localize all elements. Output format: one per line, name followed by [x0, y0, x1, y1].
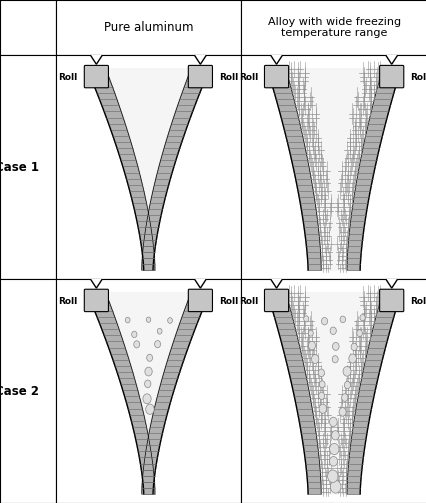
Circle shape	[342, 367, 350, 376]
Polygon shape	[141, 293, 209, 494]
Polygon shape	[267, 69, 320, 270]
Text: Roll: Roll	[238, 73, 257, 82]
Polygon shape	[105, 293, 191, 494]
Text: Roll: Roll	[238, 297, 257, 306]
Circle shape	[318, 392, 324, 399]
Circle shape	[332, 343, 338, 351]
Circle shape	[343, 381, 350, 389]
Polygon shape	[285, 69, 382, 270]
Polygon shape	[267, 293, 320, 494]
Polygon shape	[87, 293, 155, 494]
Circle shape	[143, 394, 151, 404]
Circle shape	[318, 404, 326, 413]
Text: Roll: Roll	[219, 297, 238, 306]
Circle shape	[331, 431, 338, 440]
FancyBboxPatch shape	[188, 65, 212, 88]
Text: Roll: Roll	[58, 297, 78, 306]
Circle shape	[338, 407, 345, 416]
Circle shape	[144, 380, 150, 388]
Text: Roll: Roll	[409, 73, 426, 82]
Text: Pure aluminum: Pure aluminum	[104, 21, 193, 34]
Circle shape	[167, 317, 172, 323]
FancyBboxPatch shape	[379, 289, 403, 312]
Polygon shape	[285, 293, 382, 494]
Circle shape	[308, 341, 315, 350]
Circle shape	[339, 316, 345, 323]
Circle shape	[350, 343, 357, 351]
Polygon shape	[380, 40, 401, 64]
Polygon shape	[86, 40, 106, 64]
Circle shape	[157, 328, 161, 334]
Polygon shape	[190, 264, 210, 288]
Circle shape	[303, 316, 308, 322]
Circle shape	[329, 456, 337, 466]
Polygon shape	[266, 264, 286, 288]
Circle shape	[321, 317, 327, 325]
Polygon shape	[380, 264, 401, 288]
Text: Roll: Roll	[409, 297, 426, 306]
Polygon shape	[87, 69, 155, 270]
Circle shape	[330, 480, 340, 493]
Circle shape	[311, 355, 318, 364]
Circle shape	[331, 356, 337, 363]
Circle shape	[308, 330, 313, 336]
Polygon shape	[266, 40, 286, 64]
FancyBboxPatch shape	[84, 289, 108, 312]
Polygon shape	[346, 293, 400, 494]
Polygon shape	[105, 69, 191, 270]
Circle shape	[329, 327, 336, 334]
Polygon shape	[141, 69, 209, 270]
Text: Case 1: Case 1	[0, 161, 39, 174]
Circle shape	[359, 314, 364, 321]
Polygon shape	[346, 69, 400, 270]
Circle shape	[329, 443, 338, 455]
Polygon shape	[190, 40, 210, 64]
Circle shape	[133, 341, 139, 348]
Circle shape	[348, 354, 356, 363]
Circle shape	[154, 341, 160, 348]
Circle shape	[328, 417, 337, 427]
Text: Alloy with wide freezing
temperature range: Alloy with wide freezing temperature ran…	[267, 17, 400, 38]
Text: Case 2: Case 2	[0, 385, 39, 397]
Circle shape	[327, 470, 337, 482]
Circle shape	[317, 369, 324, 377]
FancyBboxPatch shape	[264, 289, 288, 312]
Text: Roll: Roll	[219, 73, 238, 82]
Circle shape	[147, 354, 152, 361]
Circle shape	[146, 317, 150, 322]
FancyBboxPatch shape	[188, 289, 212, 312]
FancyBboxPatch shape	[264, 65, 288, 88]
Circle shape	[131, 331, 137, 338]
Text: Roll: Roll	[58, 73, 78, 82]
Circle shape	[144, 367, 152, 376]
FancyBboxPatch shape	[84, 65, 108, 88]
FancyBboxPatch shape	[379, 65, 403, 88]
Circle shape	[341, 394, 347, 401]
Circle shape	[356, 330, 362, 337]
Polygon shape	[86, 264, 106, 288]
Circle shape	[125, 317, 130, 323]
Circle shape	[145, 404, 154, 414]
Circle shape	[319, 381, 324, 388]
